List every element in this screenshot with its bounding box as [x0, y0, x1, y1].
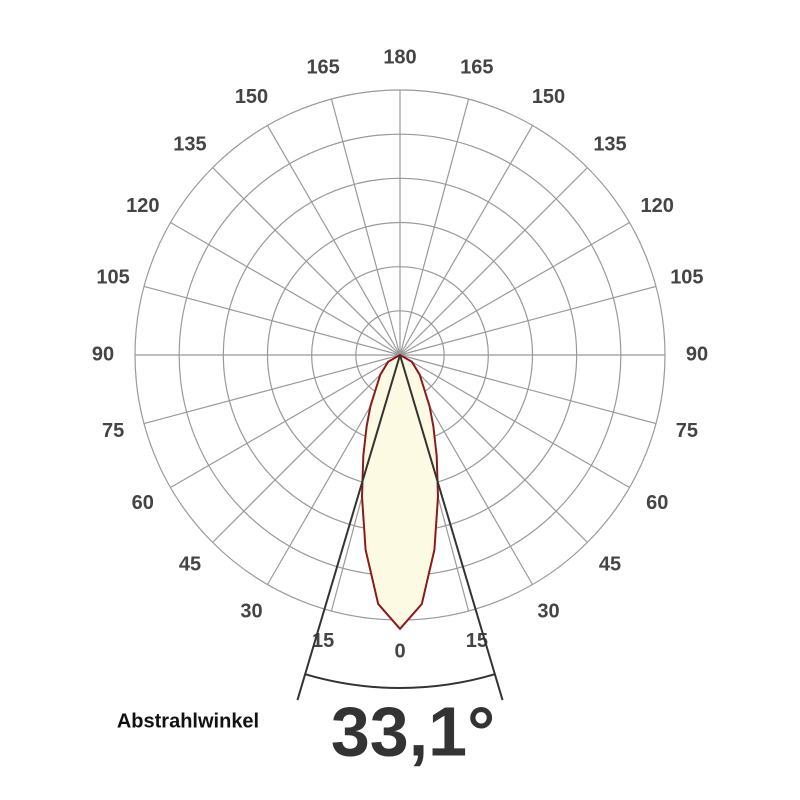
grid-spoke: [399, 354, 630, 489]
theta-tick-label: 135: [593, 133, 626, 155]
theta-tick-label: 90: [92, 343, 114, 365]
grid-spoke: [399, 354, 588, 543]
grid-spoke: [330, 98, 401, 356]
grid-spoke: [399, 98, 470, 356]
grid-spoke: [143, 354, 401, 425]
theta-tick-label: 60: [646, 492, 668, 514]
grid-spoke: [212, 354, 401, 543]
theta-tick-label: 90: [686, 343, 708, 365]
beam-line: [296, 354, 401, 701]
theta-tick-label: 150: [532, 86, 565, 108]
intensity-curve: [360, 353, 440, 631]
beam-arc: [304, 673, 496, 689]
theta-tick-label: 150: [235, 86, 268, 108]
theta-tick-label: 0: [394, 640, 405, 662]
theta-tick-label: 60: [132, 492, 154, 514]
beam-line: [399, 354, 504, 701]
theta-tick-label: 30: [240, 600, 262, 622]
annotation-label: Abstrahlwinkel: [117, 710, 259, 732]
grid-spoke: [212, 167, 401, 356]
annotation-value: 33,1°: [331, 692, 495, 770]
grid-spoke: [399, 354, 657, 425]
grid-spoke: [399, 285, 657, 356]
theta-tick-label: 105: [96, 266, 129, 288]
theta-tick-label: 45: [599, 553, 621, 575]
grid-spoke: [143, 285, 401, 356]
theta-tick-label: 75: [102, 420, 124, 442]
theta-tick-label: 105: [670, 266, 703, 288]
theta-tick-label: 165: [460, 56, 493, 78]
grid-spoke: [399, 167, 588, 356]
grid-spoke: [399, 125, 534, 356]
theta-tick-label: 120: [126, 195, 159, 217]
grid-spoke: [170, 354, 401, 489]
theta-tick-label: 120: [641, 195, 674, 217]
theta-tick-label: 75: [676, 420, 698, 442]
grid-spoke: [170, 221, 401, 356]
theta-tick-label: 165: [306, 56, 339, 78]
grid-spoke: [266, 125, 401, 356]
grid-spoke: [399, 221, 630, 356]
theta-tick-label: 45: [179, 553, 201, 575]
theta-tick-label: 180: [383, 46, 416, 68]
theta-tick-label: 135: [173, 133, 206, 155]
theta-tick-label: 30: [537, 600, 559, 622]
